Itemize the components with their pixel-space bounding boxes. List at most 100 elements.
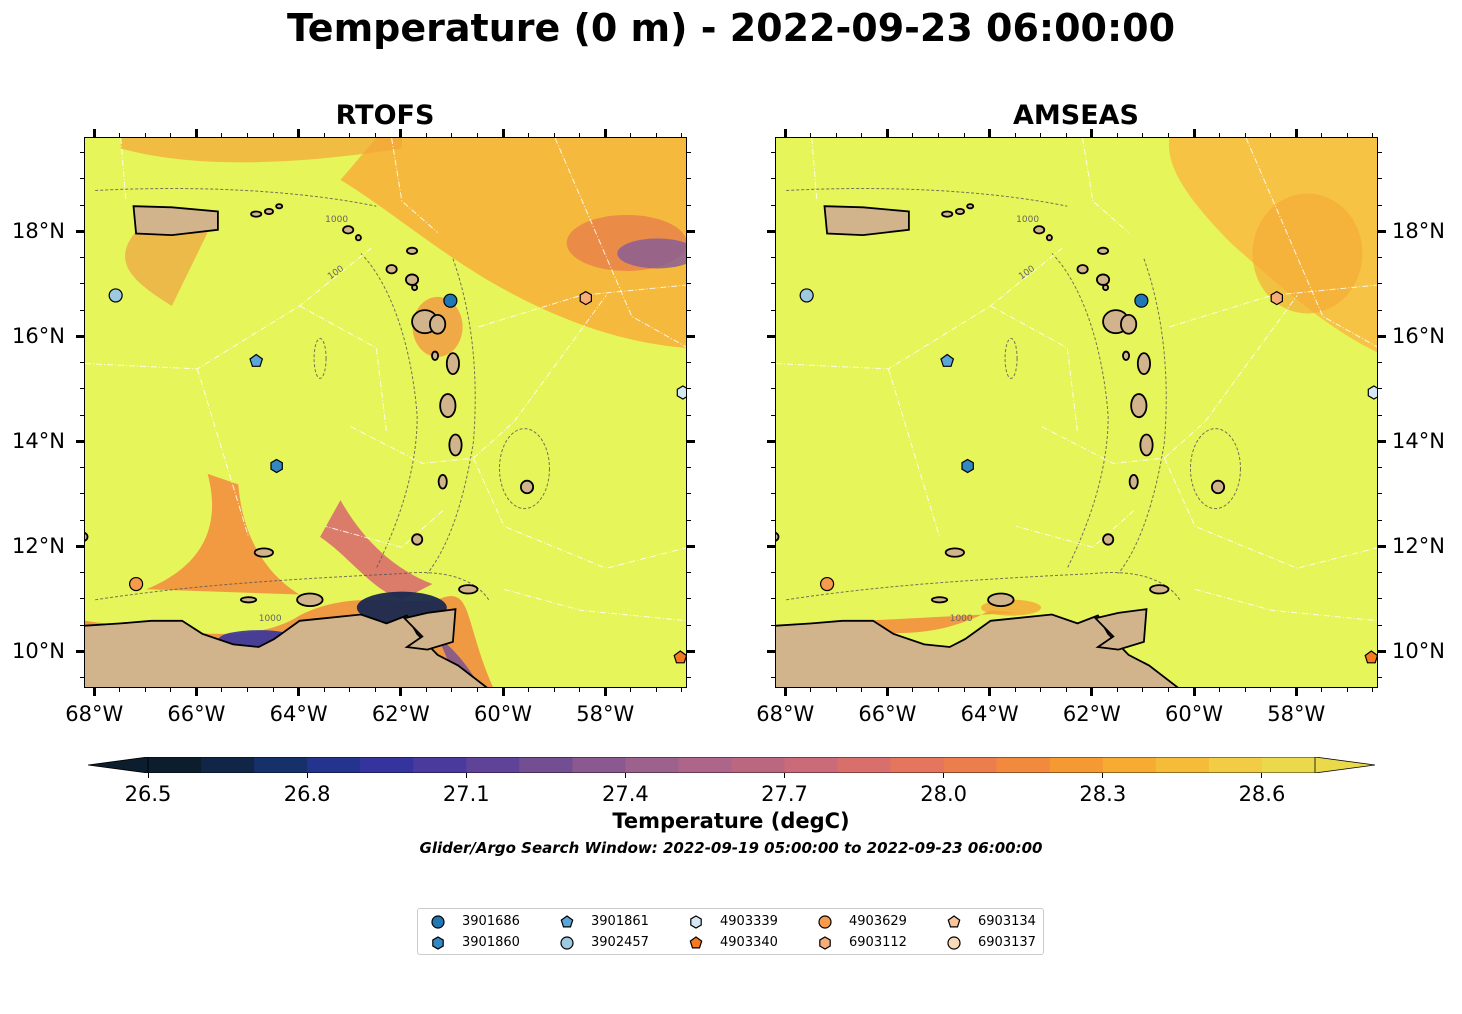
legend-label: 3902457: [591, 935, 649, 950]
lon-tick-bottom: [783, 688, 787, 696]
minor-tick: [80, 467, 84, 469]
island-land: [1102, 284, 1110, 292]
minor-tick: [1244, 688, 1246, 692]
warm-south: [862, 610, 1017, 634]
minor-tick: [861, 133, 863, 137]
legend-label: 6903134: [978, 914, 1036, 929]
temperature-field: [85, 138, 686, 687]
minor-tick: [771, 178, 775, 180]
warm-ne-region: [340, 138, 686, 348]
minor-tick: [687, 572, 691, 574]
colorbar-tick-label: 27.1: [442, 782, 490, 806]
minor-tick: [1378, 493, 1382, 495]
lon-tick-bottom: [1090, 688, 1094, 696]
minor-tick: [687, 388, 691, 390]
colorbar-bin: [731, 757, 786, 773]
eez-line: [1169, 284, 1377, 328]
minor-tick: [1372, 133, 1374, 137]
minor-tick: [1014, 688, 1016, 692]
colorbar-tick-label: 28.6: [1238, 782, 1286, 806]
island-land: [519, 479, 535, 495]
minor-tick: [1378, 283, 1382, 285]
float-marker: [270, 458, 283, 474]
minor-tick: [938, 688, 940, 692]
eez-line: [196, 368, 249, 537]
warm-core: [1252, 193, 1363, 314]
contour-1000-north: [95, 188, 377, 207]
island-land: [1096, 273, 1111, 286]
lon-tick-top: [92, 129, 96, 137]
lat-tick-right: [687, 334, 695, 338]
legend-marker-pentagon-icon: [947, 915, 961, 928]
legend-marker-pentagon-icon: [560, 915, 574, 928]
island-land: [1097, 246, 1110, 255]
island-land: [944, 547, 965, 558]
contour-south: [95, 572, 490, 601]
lon-tick-label: 64°W: [960, 702, 1019, 726]
lon-tick-top: [297, 129, 301, 137]
minor-tick: [771, 624, 775, 626]
minor-tick: [1167, 133, 1169, 137]
minor-tick: [221, 688, 223, 692]
minor-tick: [771, 204, 775, 206]
minor-tick: [80, 362, 84, 364]
minor-tick: [80, 178, 84, 180]
minor-tick: [80, 598, 84, 600]
legend-label: 6903112: [849, 935, 907, 950]
eez-line: [120, 138, 127, 202]
eez-line: [1163, 457, 1377, 569]
minor-tick: [579, 133, 581, 137]
lat-tick-right: [1378, 439, 1386, 443]
colorbar-tick-label: 26.8: [283, 782, 331, 806]
colorbar-bin: [1049, 757, 1104, 773]
minor-tick: [1378, 414, 1382, 416]
minor-tick: [553, 133, 555, 137]
minor-tick: [323, 688, 325, 692]
float-marker: [1270, 290, 1283, 306]
minor-tick: [553, 688, 555, 692]
colorbar-bin: [519, 757, 573, 773]
colorbar-tick: [306, 773, 308, 778]
minor-tick: [771, 572, 775, 574]
minor-tick: [476, 133, 478, 137]
colorbar-tick: [1102, 773, 1104, 778]
minor-tick: [323, 133, 325, 137]
lon-tick-label: 68°W: [756, 702, 815, 726]
lon-tick-top: [783, 129, 787, 137]
minor-tick: [1014, 133, 1016, 137]
colorbar-bin: [201, 757, 255, 773]
minor-tick: [1378, 257, 1382, 259]
colorbar-tick-label: 27.7: [761, 782, 808, 806]
minor-tick: [687, 624, 691, 626]
bathymetry-contours: [786, 188, 1241, 601]
colorbar-bin: [837, 757, 892, 773]
float-marker: [673, 650, 686, 664]
lon-tick-label: 60°W: [474, 702, 533, 726]
minor-tick: [963, 133, 965, 137]
minor-tick: [221, 133, 223, 137]
island-land: [987, 592, 1015, 607]
legend-marker-hexagon-icon: [690, 915, 702, 929]
panel-title-rtofs: RTOFS: [335, 100, 435, 131]
island-land: [1130, 393, 1148, 419]
colorbar-tick: [1261, 773, 1263, 778]
island-land: [250, 210, 263, 218]
minor-tick: [687, 283, 691, 285]
lon-tick-bottom: [399, 688, 403, 696]
colorbar-bin: [943, 757, 998, 773]
minor-tick: [1378, 677, 1382, 678]
minor-tick: [687, 414, 691, 416]
contour-label-1000: 1000: [1016, 215, 1039, 225]
legend-marker-circle-icon: [431, 915, 445, 929]
legend-marker: [947, 915, 961, 928]
minor-tick: [374, 688, 376, 692]
lon-tick-top: [603, 129, 607, 137]
rtofs-map: 1000 1000 100: [84, 137, 687, 688]
legend-marker-pentagon-icon: [689, 936, 703, 949]
float-marker: [108, 288, 123, 303]
cool-east: [437, 636, 479, 684]
colorbar-bin: [625, 757, 679, 773]
south-america-land: [776, 613, 1179, 687]
lon-tick-top: [194, 129, 198, 137]
